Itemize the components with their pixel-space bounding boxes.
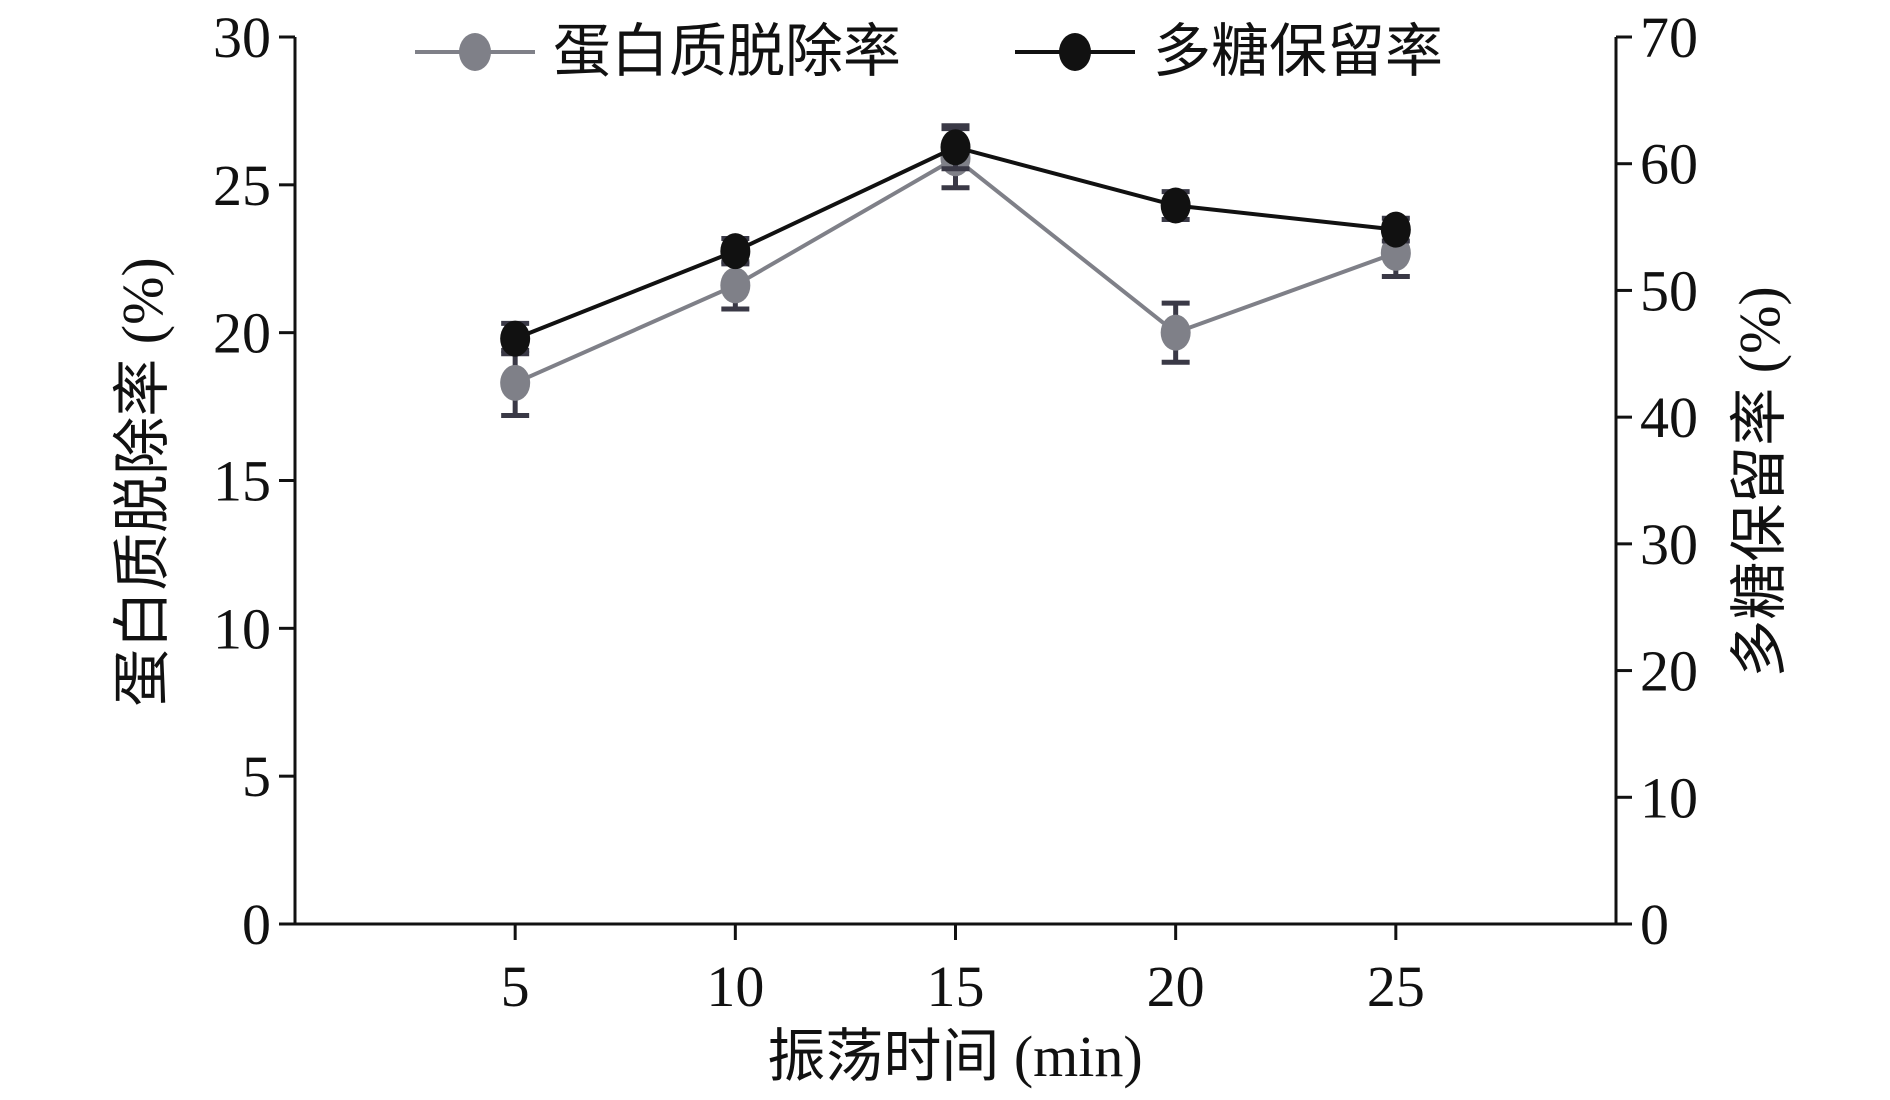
series-layer <box>500 123 1411 418</box>
x-tick-label: 10 <box>706 954 764 1019</box>
series-protein-removal <box>500 126 1411 418</box>
ticks-layer: 0 5 10 15 20 25 30 0 10 20 30 40 50 60 70 5 10 15 20 25 <box>213 5 1698 1019</box>
y-right-tick-label: 60 <box>1640 132 1698 197</box>
series-line <box>514 155 1397 385</box>
y-right-tick-label: 0 <box>1640 892 1669 957</box>
y-left-tick-label: 10 <box>213 596 271 661</box>
legend-label-protein: 蛋白质脱除率 <box>553 19 901 84</box>
y-left-tick-label: 0 <box>242 892 271 957</box>
y-right-tick-label: 20 <box>1640 639 1698 704</box>
series-polysaccharide-retention <box>500 123 1411 357</box>
data-point <box>720 233 751 270</box>
y-left-tick-label: 30 <box>213 5 271 70</box>
data-point <box>1160 187 1191 224</box>
data-point <box>1160 314 1191 351</box>
data-point <box>500 364 531 401</box>
y-right-tick-label: 70 <box>1640 5 1698 70</box>
y-left-tick-label: 15 <box>213 449 271 514</box>
y-left-tick-label: 20 <box>213 301 271 366</box>
x-tick-label: 5 <box>501 954 530 1019</box>
x-tick-label: 25 <box>1367 954 1425 1019</box>
y-right-tick-label: 10 <box>1640 765 1698 830</box>
x-axis-title: 振荡时间 (min) <box>767 1024 1142 1089</box>
legend-label-polysaccharide: 多糖保留率 <box>1153 19 1443 84</box>
x-tick-label: 15 <box>927 954 985 1019</box>
y-right-tick-label: 40 <box>1640 385 1698 450</box>
data-point <box>940 129 971 166</box>
y-right-tick-label: 50 <box>1640 258 1698 323</box>
x-tick-label: 20 <box>1147 954 1205 1019</box>
y-left-tick-label: 5 <box>242 744 271 809</box>
data-point <box>720 267 751 304</box>
legend-marker-polysaccharide <box>1059 33 1091 71</box>
y-axis-right-title: 多糖保留率 (%) <box>1727 286 1792 677</box>
legend-marker-protein <box>459 33 491 71</box>
data-point <box>500 320 531 357</box>
y-axis-left-title: 蛋白质脱除率 (%) <box>110 257 175 706</box>
legend: 蛋白质脱除率 多糖保留率 <box>415 19 1443 84</box>
y-left-tick-label: 25 <box>213 153 271 218</box>
y-right-tick-label: 30 <box>1640 512 1698 577</box>
data-point <box>1380 211 1411 248</box>
